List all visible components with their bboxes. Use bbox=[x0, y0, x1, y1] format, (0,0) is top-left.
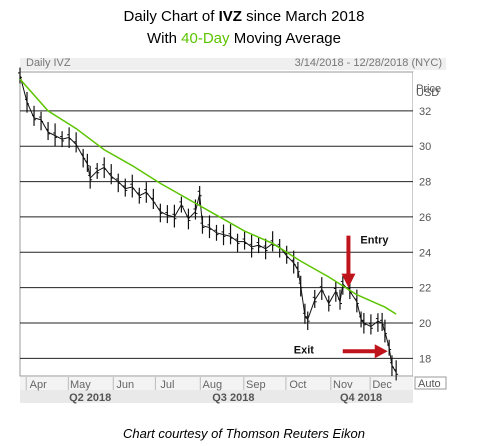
x-month-label: Jul bbox=[160, 379, 174, 391]
moving-average-line bbox=[19, 78, 397, 315]
title-post: since March 2018 bbox=[241, 8, 365, 25]
y-tick-label: 28 bbox=[419, 177, 431, 189]
y-tick-label: 30 bbox=[419, 141, 431, 153]
exit-annotation: Exit bbox=[294, 344, 315, 356]
x-month-label: Nov bbox=[333, 379, 353, 391]
entry-annotation: Entry bbox=[360, 235, 389, 247]
x-month-label: Oct bbox=[289, 379, 306, 391]
x-month-label: May bbox=[70, 379, 91, 391]
x-month-label: Apr bbox=[30, 379, 47, 391]
chart-caption: Chart courtesy of Thomson Reuters Eikon bbox=[122, 426, 366, 441]
title-line-2: With 40-Day Moving Average bbox=[0, 28, 488, 50]
auto-scale-box bbox=[414, 376, 447, 390]
y-tick-label: 22 bbox=[419, 283, 431, 295]
y-tick-label: 24 bbox=[419, 247, 431, 259]
y-tick-label: 20 bbox=[419, 318, 431, 330]
x-quarter-label: Q4 2018 bbox=[340, 392, 382, 404]
y-axis-title-usd: USD bbox=[416, 87, 439, 99]
month-band bbox=[20, 377, 413, 390]
x-quarter-label: Q2 2018 bbox=[69, 392, 111, 404]
price-axis-area bbox=[413, 72, 446, 376]
entry-arrow-head bbox=[341, 273, 356, 288]
title-line-1: Daily Chart of IVZ since March 2018 bbox=[0, 6, 488, 28]
x-quarter-label: Q3 2018 bbox=[212, 392, 254, 404]
title-ticker: IVZ bbox=[218, 8, 242, 25]
x-month-label: Jun bbox=[116, 379, 134, 391]
x-month-label: Dec bbox=[372, 379, 392, 391]
x-month-label: Sep bbox=[246, 379, 266, 391]
y-tick-label: 32 bbox=[419, 106, 431, 118]
auto-scale-label: Auto bbox=[418, 378, 441, 390]
plot-area bbox=[19, 71, 414, 377]
y-axis-title-price: Price bbox=[416, 83, 441, 95]
y-tick-label: 18 bbox=[419, 353, 431, 365]
subtitle-pre: With bbox=[147, 30, 182, 47]
chart-title: Daily Chart of IVZ since March 2018 With… bbox=[0, 6, 488, 50]
x-month-label: Aug bbox=[203, 379, 223, 391]
subtitle-post: Moving Average bbox=[229, 30, 341, 47]
y-tick-label: 26 bbox=[419, 212, 431, 224]
chart-header-bar bbox=[20, 58, 446, 70]
exit-arrow-head bbox=[374, 344, 388, 359]
chart-date-range: 3/14/2018 - 12/28/2018 (NYC) bbox=[294, 57, 442, 69]
subtitle-highlight: 40-Day bbox=[181, 30, 230, 47]
chart-instrument-label: Daily IVZ bbox=[26, 57, 71, 69]
quarter-band bbox=[20, 390, 413, 403]
title-pre: Daily Chart of bbox=[123, 8, 219, 25]
